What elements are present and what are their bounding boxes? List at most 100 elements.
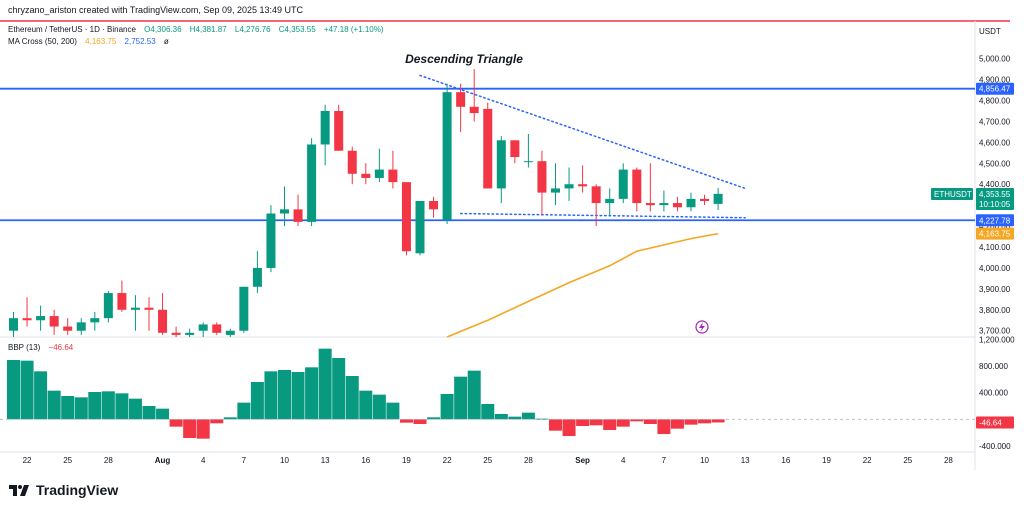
bbp-bar[interactable]	[589, 419, 603, 426]
bbp-bar[interactable]	[7, 360, 20, 420]
candle[interactable]	[117, 280, 127, 312]
candle[interactable]	[185, 328, 195, 337]
candle[interactable]	[49, 309, 59, 335]
bbp-label[interactable]: BBP (13)	[8, 343, 41, 352]
bbp-bar[interactable]	[128, 398, 142, 420]
bbp-bar[interactable]	[494, 414, 508, 420]
candle[interactable]	[198, 322, 208, 337]
bbp-bar[interactable]	[210, 419, 224, 424]
candle[interactable]	[266, 205, 276, 273]
bbp-bar[interactable]	[698, 419, 712, 424]
bbp-bar[interactable]	[250, 382, 264, 420]
symbol-price-tag[interactable]: ETHUSDT	[931, 187, 973, 200]
bbp-bar[interactable]	[47, 390, 61, 420]
candle[interactable]	[659, 190, 669, 212]
bbp-bar[interactable]	[562, 419, 576, 436]
bbp-bar[interactable]	[467, 370, 481, 420]
bbp-bar[interactable]	[142, 406, 156, 420]
bbp-bar[interactable]	[305, 367, 319, 420]
candle[interactable]	[632, 167, 642, 212]
candle[interactable]	[388, 150, 398, 189]
candle[interactable]	[537, 150, 547, 216]
candle[interactable]	[280, 186, 289, 227]
bbp-bar[interactable]	[643, 419, 657, 424]
candle[interactable]	[618, 163, 628, 204]
bbp-bar[interactable]	[74, 397, 88, 420]
candle[interactable]	[225, 328, 235, 337]
bbp-bar[interactable]	[521, 412, 535, 420]
candle[interactable]	[9, 311, 18, 337]
bbp-bar[interactable]	[657, 419, 671, 434]
bbp-bar[interactable]	[88, 392, 102, 420]
candle[interactable]	[63, 318, 73, 335]
bbp-bar[interactable]	[711, 419, 725, 423]
candle[interactable]	[401, 182, 411, 256]
bbp-bar[interactable]	[549, 419, 562, 431]
candle[interactable]	[212, 322, 222, 335]
candle[interactable]	[158, 293, 168, 335]
symbol-name[interactable]: Ethereum / TetherUS · 1D · Binance	[8, 25, 136, 34]
candle[interactable]	[442, 83, 452, 224]
candle[interactable]	[374, 148, 384, 183]
candle[interactable]	[334, 104, 344, 151]
bbp-bar[interactable]	[332, 358, 346, 420]
candle[interactable]	[551, 163, 560, 206]
bbp-bar[interactable]	[684, 419, 698, 425]
candle[interactable]	[483, 102, 493, 189]
bbp-bar[interactable]	[101, 391, 115, 420]
lightning-icon[interactable]	[695, 320, 709, 334]
bbp-bar[interactable]	[156, 408, 170, 420]
bbp-bar[interactable]	[318, 348, 332, 420]
bbp-bar[interactable]	[481, 404, 495, 420]
candle[interactable]	[90, 311, 100, 331]
candle[interactable]	[456, 83, 466, 132]
bbp-bar[interactable]	[278, 370, 291, 420]
bbp-bar[interactable]	[630, 419, 644, 422]
bbp-bar[interactable]	[427, 417, 441, 420]
candle[interactable]	[239, 286, 249, 333]
ma50-line[interactable]	[446, 232, 719, 338]
candle[interactable]	[510, 140, 520, 164]
candle[interactable]	[578, 165, 588, 193]
bbp-legend[interactable]: BBP (13) −46.64	[8, 343, 73, 352]
bbp-bar[interactable]	[291, 372, 305, 420]
bbp-bar[interactable]	[183, 419, 197, 438]
candle[interactable]	[429, 196, 439, 218]
candle[interactable]	[144, 297, 154, 331]
bbp-bar[interactable]	[603, 419, 617, 430]
symbol-legend[interactable]: Ethereum / TetherUS · 1D · Binance O4,30…	[8, 25, 384, 34]
bbp-bar[interactable]	[61, 396, 75, 420]
candle[interactable]	[496, 136, 506, 204]
bbp-bar[interactable]	[115, 393, 129, 420]
candle[interactable]	[130, 295, 140, 331]
candle[interactable]	[22, 297, 32, 327]
candle[interactable]	[307, 138, 317, 227]
candle[interactable]	[523, 134, 533, 168]
candle[interactable]	[564, 167, 574, 201]
candle[interactable]	[469, 69, 479, 122]
candle[interactable]	[76, 318, 86, 335]
candle[interactable]	[171, 326, 181, 337]
candle[interactable]	[320, 104, 330, 166]
candle[interactable]	[713, 187, 723, 210]
candle[interactable]	[700, 194, 710, 206]
bbp-bar[interactable]	[20, 360, 34, 420]
bbp-bar[interactable]	[386, 402, 400, 420]
candle[interactable]	[347, 146, 357, 185]
bbp-bar[interactable]	[440, 394, 454, 420]
candle[interactable]	[591, 184, 601, 227]
bbp-bar[interactable]	[169, 419, 183, 427]
bbp-bar[interactable]	[359, 390, 373, 420]
bbp-value-tag[interactable]: -46.64	[976, 416, 1014, 429]
bbp-bar[interactable]	[413, 419, 427, 424]
candle[interactable]	[252, 251, 262, 294]
bbp-bar[interactable]	[264, 371, 278, 420]
bbp-bar[interactable]	[223, 417, 237, 420]
bbp-bar[interactable]	[34, 371, 48, 420]
ma50-price-tag[interactable]: 4,163.75	[976, 227, 1014, 240]
candle[interactable]	[361, 163, 371, 185]
bbp-bar[interactable]	[508, 416, 522, 420]
candle[interactable]	[415, 200, 425, 256]
support-price-tag[interactable]: 4,227.78	[976, 214, 1014, 227]
